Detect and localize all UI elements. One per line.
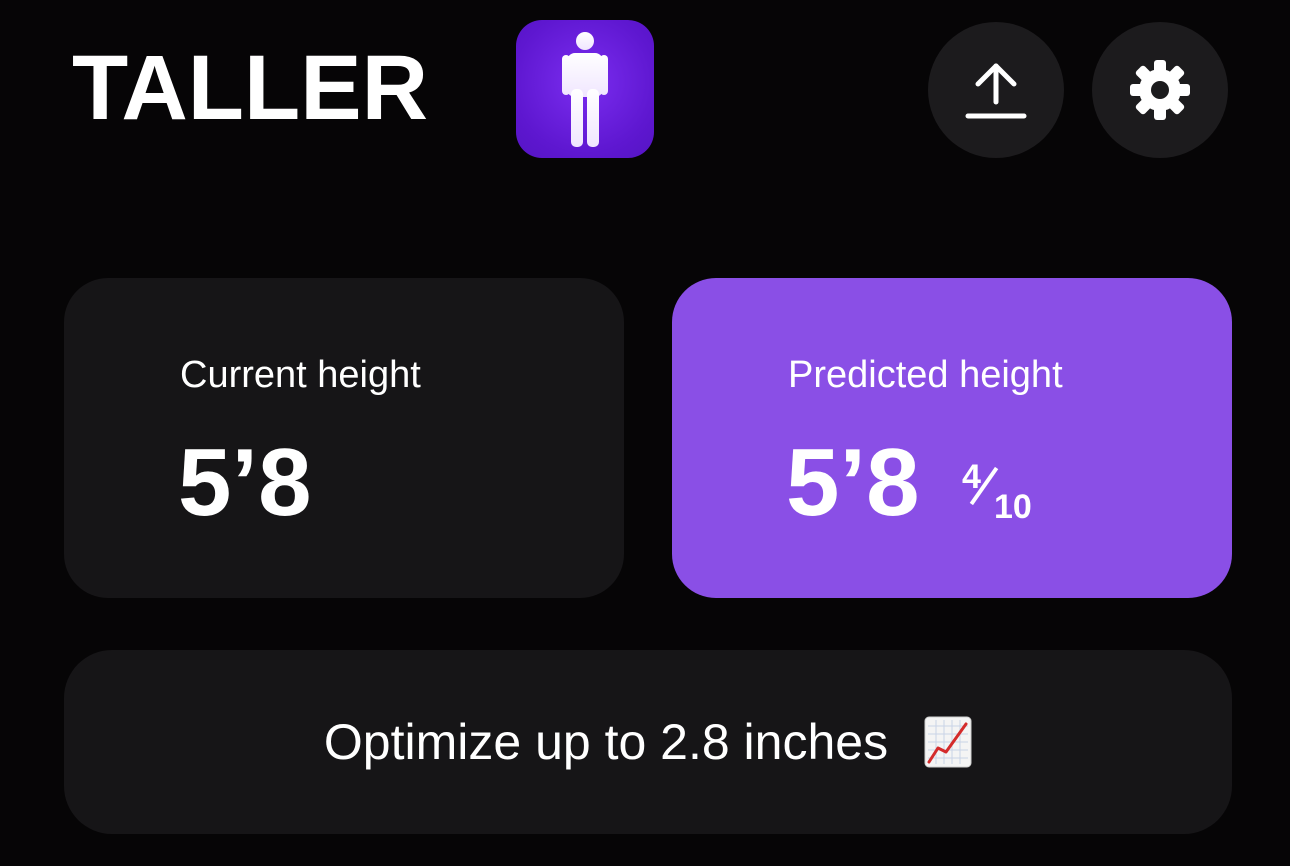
predicted-height-value: 5’8	[786, 429, 920, 536]
fraction-denominator: 10	[994, 488, 1032, 526]
settings-button[interactable]	[1092, 22, 1228, 158]
gear-icon	[1130, 60, 1190, 120]
optimize-banner[interactable]: Optimize up to 2.8 inches	[64, 650, 1232, 834]
fraction-numerator: 4	[962, 458, 981, 496]
standing-person-icon	[562, 32, 608, 147]
upload-icon	[965, 63, 1027, 119]
predicted-height-fraction: 4 10	[962, 458, 1052, 528]
optimize-banner-text: Optimize up to 2.8 inches	[323, 714, 889, 770]
current-height-card: Current height 5’8	[64, 278, 624, 598]
predicted-height-card: Predicted height 5’8 4 10	[672, 278, 1232, 598]
predicted-height-label: Predicted height	[788, 354, 1063, 396]
chart-increasing-icon	[924, 716, 972, 768]
current-height-label: Current height	[180, 354, 421, 396]
current-height-value: 5’8	[178, 429, 312, 536]
app-logo	[516, 20, 654, 158]
header: TALLER	[0, 0, 1290, 180]
brand-title: TALLER	[72, 37, 429, 139]
upload-button[interactable]	[928, 22, 1064, 158]
